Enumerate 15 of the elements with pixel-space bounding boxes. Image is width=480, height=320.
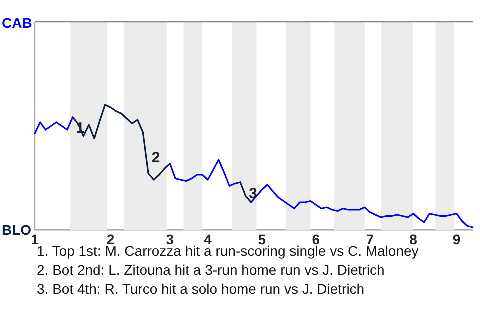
x-tick-label: 3 [166,231,174,248]
x-tick-label: 6 [312,231,320,248]
x-tick-label: 4 [204,231,212,248]
text: CAB [2,15,32,31]
x-tick-label: 9 [452,231,461,248]
x-tick-label: 7 [366,231,374,248]
x-tick-label: 1 [31,231,40,248]
text: BLO [2,222,32,238]
x-tick-label: 5 [258,231,266,248]
text: 3. Bot 4th: R. Turco hit a solo home run vs J. Dietrich [37,280,366,299]
x-tick-label: 2 [106,231,115,248]
annotation: 2 [152,149,160,166]
text: 2. Bot 2nd: L. Zitouna hit a 3-run home run vs J. Dietrich [37,261,386,280]
annotation: 3 [249,186,258,203]
x-tick-label: 8 [410,231,418,248]
